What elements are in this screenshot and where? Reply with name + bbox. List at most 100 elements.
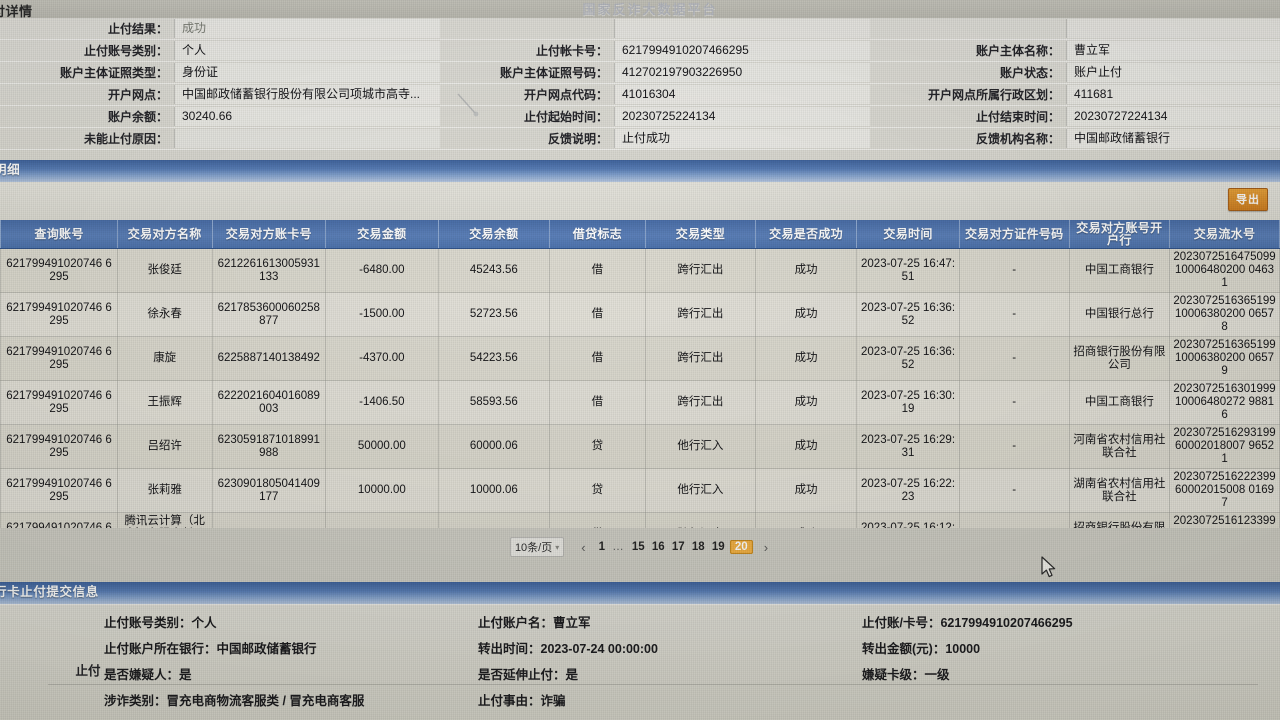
th-success[interactable]: 交易是否成功 (755, 220, 858, 249)
submit-column-middle: 止付账户名：曹立军 转出时间：2023-07-24 00:00:00 是否延伸止… (478, 610, 858, 714)
td-counterparty-card: 6212261613005931133 (212, 248, 326, 293)
submit-row-label: 止付 (75, 664, 101, 678)
field-branch-code: 开户网点代码： 41016304 (440, 84, 870, 106)
td-counterparty-bank: 湖南省农村信用社联合社 (1069, 468, 1171, 513)
td-counterparty-bank: 中国银行总行 (1069, 292, 1171, 337)
export-button[interactable]: 导出 (1228, 188, 1268, 211)
page-size-select[interactable]: 10条/页 ▾ (509, 537, 565, 557)
td-serial: 202307251636519910006380200 06579 (1169, 336, 1280, 381)
field-stop-end-time: 止付结束时间： 20230727224134 (870, 106, 1280, 128)
field-label: 账户主体名称： (975, 44, 1060, 58)
page-number-15[interactable]: 15 (631, 541, 645, 553)
page-number-17[interactable]: 17 (671, 541, 685, 553)
th-counterparty-id[interactable]: 交易对方证件号码 (959, 220, 1070, 249)
prev-page-button[interactable]: ‹ (581, 539, 586, 555)
td-trade-type: 他行汇入 (645, 424, 756, 469)
transactions-table-wrap: 查询账号 交易对方名称 交易对方账卡号 交易金额 交易余额 借贷标志 交易类型 … (0, 220, 1280, 528)
td-index: 9 (0, 248, 2, 293)
spacer-row (870, 18, 1280, 40)
field-value (1066, 19, 1280, 38)
td-counterparty-name: 吕绍许 (117, 424, 213, 469)
td-trade-time: 2023-07-25 16:30:19 (856, 380, 960, 425)
th-amount[interactable]: 交易金额 (325, 220, 439, 249)
page-ellipsis: … (612, 541, 625, 553)
page-title: 付详情 (0, 4, 33, 19)
field-account-status: 账户状态： 账户止付 (870, 62, 1280, 84)
page-number-1[interactable]: 1 (598, 541, 605, 553)
th-counterparty-bank[interactable]: 交易对方账号开户行 (1069, 220, 1171, 249)
td-trade-time: 2023-07-25 16:47:51 (856, 248, 960, 293)
th-balance[interactable]: 交易余额 (438, 220, 550, 249)
pagination: 10条/页 ▾ ‹ 1 … 15 16 17 18 19 20 › (0, 532, 1280, 562)
window-top-strip: 付详情 国家反诈大数据平台 (0, 0, 1280, 19)
field-value: 20230727224134 (1066, 107, 1280, 126)
field-value: 中国邮政储蓄银行股份有限公司项城市高寺... (174, 85, 440, 104)
page-size-label: 10条/页 (514, 542, 553, 554)
td-balance: 58593.56 (438, 380, 550, 425)
field-stop-result: 止付结果： 成功 (0, 18, 440, 40)
td-trade-type: 跨行汇出 (645, 512, 756, 528)
td-trade-time: 2023-07-25 16:36:52 (856, 336, 960, 381)
td-success: 成功 (755, 292, 858, 337)
transactions-table: 查询账号 交易对方名称 交易对方账卡号 交易金额 交易余额 借贷标志 交易类型 … (0, 220, 1280, 528)
submit-transfer-amount: 转出金额(元)：10000 (862, 642, 981, 656)
submit-account-name: 止付账户名：曹立军 (478, 616, 591, 630)
field-account-holder-name: 账户主体名称： 曹立军 (870, 40, 1280, 62)
field-label: 账户状态： (999, 66, 1060, 80)
th-dc-flag[interactable]: 借贷标志 (549, 220, 646, 249)
th-index[interactable] (0, 220, 2, 249)
td-success: 成功 (755, 512, 858, 528)
td-dc-flag: 借 (549, 336, 646, 381)
td-trade-type: 跨行汇出 (645, 292, 756, 337)
td-success: 成功 (755, 468, 858, 513)
th-trade-type[interactable]: 交易类型 (645, 220, 756, 249)
page-number-20[interactable]: 20 (729, 540, 753, 554)
td-balance: 0.06 (438, 512, 550, 528)
td-amount: -4370.00 (325, 336, 439, 381)
th-query-account[interactable]: 查询账号 (0, 220, 118, 249)
field-value: 412702197903226950 (614, 63, 870, 82)
field-account-category: 止付账号类别： 个人 (0, 40, 440, 62)
td-serial: 202307251630199910006480272 98816 (1169, 380, 1280, 425)
td-counterparty-name: 王振辉 (117, 380, 213, 425)
field-id-doc-number: 账户主体证照号码： 412702197903226950 (440, 62, 870, 84)
page-number-19[interactable]: 19 (711, 541, 725, 553)
field-label: 账户主体证照号码： (499, 66, 608, 80)
td-index: 9 (0, 336, 2, 381)
th-trade-time[interactable]: 交易时间 (856, 220, 960, 249)
page-number-18[interactable]: 18 (691, 541, 705, 553)
page-number-16[interactable]: 16 (651, 541, 665, 553)
section-banner-label: 明细 (0, 163, 21, 177)
submit-card-number: 止付账/卡号：6217994910207466295 (862, 616, 1073, 630)
field-value: 30240.66 (174, 107, 440, 126)
td-counterparty-bank: 河南省农村信用社联合社 (1069, 424, 1171, 469)
td-counterparty-card: 6222021604016089003 (212, 380, 326, 425)
td-index: 9 (0, 468, 2, 513)
th-counterparty-card[interactable]: 交易对方账卡号 (212, 220, 326, 249)
td-trade-type: 跨行汇出 (645, 380, 756, 425)
td-serial: 202307251612339910006480276 90540 (1169, 512, 1280, 528)
field-label: 未能止付原因： (83, 132, 168, 146)
th-counterparty-name[interactable]: 交易对方名称 (117, 220, 213, 249)
field-label: 止付结束时间： (975, 110, 1060, 124)
td-serial: 202307251647509910006480200 04631 (1169, 248, 1280, 293)
platform-title: 国家反诈大数据平台 (582, 2, 718, 17)
field-value: 20230725224134 (614, 107, 870, 126)
table-header-row: 查询账号 交易对方名称 交易对方账卡号 交易金额 交易余额 借贷标志 交易类型 … (0, 220, 1280, 249)
td-success: 成功 (755, 380, 858, 425)
td-counterparty-id: - (959, 292, 1070, 337)
td-amount: 10000.00 (325, 468, 439, 513)
field-value: 曹立军 (1066, 41, 1280, 60)
th-serial[interactable]: 交易流水号 (1169, 220, 1280, 249)
td-success: 成功 (755, 424, 858, 469)
field-value: 41016304 (614, 85, 870, 104)
td-query-account: 621799491020746 6295 (0, 248, 118, 293)
next-page-button[interactable]: › (763, 539, 769, 555)
